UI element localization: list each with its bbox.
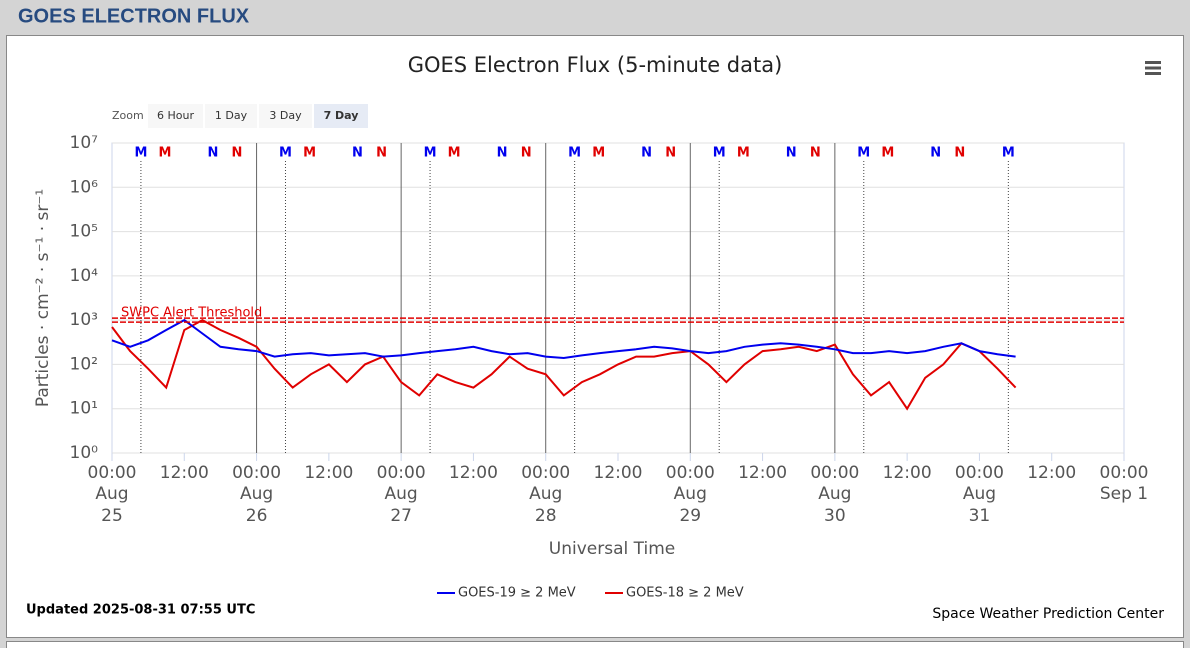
legend-label: GOES-18 ≥ 2 MeV <box>626 586 744 601</box>
x-tick-date: Aug <box>95 484 128 504</box>
y-tick-label: 10⁰ <box>70 443 99 463</box>
marker-label: M <box>134 146 147 161</box>
x-tick-date: Aug <box>529 484 562 504</box>
zoom-button-bg <box>314 104 368 128</box>
marker-label: N <box>521 146 532 161</box>
y-tick-label: 10⁴ <box>70 266 99 286</box>
marker-label: M <box>857 146 870 161</box>
x-tick-label: 00:00 <box>232 463 281 483</box>
x-tick-label: 12:00 <box>594 463 643 483</box>
updated-time: Updated 2025-08-31 07:55 UTC <box>26 603 255 618</box>
x-tick-label: 00:00 <box>377 463 426 483</box>
y-axis-title: Particles · cm⁻² · s⁻¹ · sr⁻¹ <box>33 189 53 407</box>
zoom-label: Zoom <box>112 109 144 122</box>
credit: Space Weather Prediction Center <box>932 606 1164 622</box>
marker-label: N <box>665 146 676 161</box>
y-tick-label: 10⁵ <box>70 222 98 242</box>
x-tick-label: 00:00 <box>88 463 137 483</box>
x-tick-label: 00:00 <box>1100 463 1149 483</box>
series-line <box>111 318 1016 360</box>
marker-label: M <box>881 146 894 161</box>
legend-item[interactable]: GOES-18 ≥ 2 MeV <box>605 586 744 601</box>
x-tick-date: Aug <box>240 484 273 504</box>
x-tick-date: 26 <box>246 506 268 526</box>
marker-label: N <box>232 146 243 161</box>
y-tick-label: 10² <box>70 354 98 374</box>
x-tick-date: 29 <box>679 506 701 526</box>
menu-button[interactable] <box>1145 61 1161 75</box>
marker-label: N <box>786 146 797 161</box>
x-tick-label: 12:00 <box>883 463 932 483</box>
marker-label: M <box>303 146 316 161</box>
marker-label: N <box>352 146 363 161</box>
x-tick-label: 00:00 <box>955 463 1004 483</box>
marker-label: M <box>568 146 581 161</box>
y-tick-label: 10³ <box>70 310 98 330</box>
x-tick-date: Aug <box>818 484 851 504</box>
zoom-button-label: 1 Day <box>215 109 248 122</box>
zoom-button[interactable]: 3 Day <box>259 104 312 128</box>
x-tick-label: 00:00 <box>521 463 570 483</box>
menu-bar <box>1145 66 1161 70</box>
marker-label: N <box>930 146 941 161</box>
chart-title: GOES Electron Flux (5-minute data) <box>408 53 783 77</box>
x-tick-date: 25 <box>101 506 123 526</box>
zoom-button-label: 7 Day <box>324 109 359 122</box>
marker-label: N <box>954 146 965 161</box>
threshold-label: SWPC Alert Threshold <box>121 306 262 321</box>
marker-label: M <box>592 146 605 161</box>
x-tick-date: 28 <box>535 506 557 526</box>
x-tick-label: 00:00 <box>810 463 859 483</box>
zoom-button-bg <box>148 104 203 128</box>
x-tick-date: 30 <box>824 506 846 526</box>
marker-label: M <box>279 146 292 161</box>
x-tick-date: Aug <box>963 484 996 504</box>
zoom-button-label: 3 Day <box>269 109 302 122</box>
x-tick-label: 00:00 <box>666 463 715 483</box>
panel <box>6 35 1184 638</box>
zoom-button-bg <box>205 104 257 128</box>
zoom-button[interactable]: 7 Day <box>314 104 368 128</box>
marker-label: N <box>497 146 508 161</box>
marker-label: N <box>641 146 652 161</box>
x-tick-date: Aug <box>385 484 418 504</box>
y-tick-label: 10⁷ <box>70 133 99 153</box>
x-tick-date: 31 <box>969 506 991 526</box>
legend-label: GOES-19 ≥ 2 MeV <box>458 586 576 601</box>
y-tick-label: 10⁶ <box>70 177 99 197</box>
x-tick-label: 12:00 <box>160 463 209 483</box>
x-axis-title: Universal Time <box>549 539 675 559</box>
zoom-button-bg <box>259 104 312 128</box>
x-tick-label: 12:00 <box>304 463 353 483</box>
marker-label: N <box>376 146 387 161</box>
x-tick-date: 27 <box>390 506 412 526</box>
menu-bar <box>1145 72 1161 75</box>
marker-label: N <box>207 146 218 161</box>
x-tick-label: 12:00 <box>1027 463 1076 483</box>
menu-bar <box>1145 61 1161 64</box>
marker-label: M <box>1002 146 1015 161</box>
marker-label: M <box>159 146 172 161</box>
series-line <box>111 318 1017 411</box>
x-tick-date: Aug <box>674 484 707 504</box>
zoom-button[interactable]: 1 Day <box>205 104 257 128</box>
x-tick-date: Sep 1 <box>1100 484 1148 504</box>
header-title: GOES ELECTRON FLUX <box>18 5 250 27</box>
zoom-button-label: 6 Hour <box>157 109 194 122</box>
zoom-button[interactable]: 6 Hour <box>148 104 203 128</box>
legend-item[interactable]: GOES-19 ≥ 2 MeV <box>437 586 576 601</box>
panel-below <box>6 641 1184 652</box>
y-tick-label: 10¹ <box>70 399 98 419</box>
x-tick-label: 12:00 <box>738 463 787 483</box>
marker-label: M <box>713 146 726 161</box>
marker-label: M <box>737 146 750 161</box>
marker-label: M <box>424 146 437 161</box>
marker-label: N <box>810 146 821 161</box>
marker-label: M <box>448 146 461 161</box>
x-tick-label: 12:00 <box>449 463 498 483</box>
